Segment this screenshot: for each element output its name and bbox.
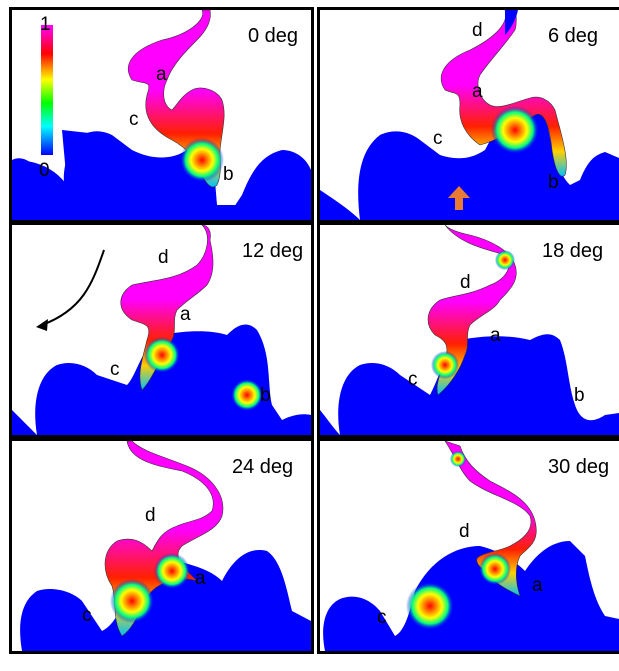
angle-label: 18 deg (542, 240, 603, 262)
label-c: c (82, 605, 92, 626)
label-a: a (532, 575, 543, 596)
colorbar (41, 25, 53, 155)
gear-body (323, 541, 619, 651)
label-b: b (574, 385, 585, 406)
stress-hotspot-c (406, 582, 454, 630)
stress-hotspot-a (479, 553, 511, 585)
panel-12deg-graphic: 12 deg d a c b (12, 225, 311, 435)
label-d: d (158, 247, 169, 268)
label-a: a (156, 64, 167, 85)
panel-30deg: 30 deg d a c (317, 438, 619, 654)
angle-label: 30 deg (548, 456, 609, 478)
panel-18deg-graphic: 18 deg d a c b (320, 225, 619, 435)
colorbar-max-label: 1 (40, 14, 51, 35)
label-c: c (110, 359, 120, 380)
panel-24deg: 24 deg d a c (9, 438, 314, 654)
label-d: d (459, 521, 470, 542)
stress-hotspot-c (431, 351, 459, 379)
label-a: a (490, 325, 501, 346)
label-a: a (472, 81, 483, 102)
gear-body (320, 100, 619, 220)
stress-hotspot-c (144, 337, 180, 373)
angle-label: 6 deg (548, 25, 598, 47)
part-d-edge (505, 10, 518, 35)
label-c: c (433, 128, 443, 149)
up-arrow (448, 186, 470, 210)
label-d: d (472, 20, 483, 41)
panel-6deg: 6 deg d a c b (317, 7, 619, 223)
label-d: d (460, 272, 471, 293)
part-a (440, 10, 567, 177)
panel-0deg: 1 0 0 deg a c b (9, 7, 314, 223)
angle-label: 24 deg (232, 456, 293, 478)
panel-30deg-graphic: 30 deg d a c (323, 441, 619, 651)
gear-body (20, 550, 311, 651)
stress-hotspot-a (154, 553, 190, 589)
stress-hotspot-c (110, 579, 154, 623)
label-b: b (548, 172, 559, 193)
panel-0deg-graphic: 1 0 0 deg a c b (12, 10, 311, 220)
stress-hotspot-d (450, 451, 466, 467)
angle-label: 0 deg (248, 25, 298, 47)
stress-hotspot (491, 106, 539, 154)
panel-24deg-graphic: 24 deg d a c (20, 441, 311, 651)
label-a: a (180, 304, 191, 325)
label-c: c (377, 607, 387, 628)
label-d: d (145, 505, 156, 526)
panel-6deg-graphic: 6 deg d a c b (320, 10, 619, 220)
label-b: b (260, 385, 271, 406)
gear-body (12, 324, 311, 435)
stress-hotspot (180, 138, 224, 182)
label-b: b (223, 164, 234, 185)
gear-body (320, 334, 619, 435)
label-c: c (129, 109, 139, 130)
panel-12deg: 12 deg d a c b (9, 222, 314, 438)
stress-hotspot-d (495, 250, 515, 270)
label-c: c (408, 369, 418, 390)
part-a (120, 225, 214, 391)
rotation-arrow (41, 249, 105, 326)
label-a: a (195, 568, 206, 589)
panel-18deg: 18 deg d a c b (317, 222, 619, 438)
stress-hotspot-b (231, 379, 263, 411)
colorbar-min-label: 0 (39, 160, 50, 181)
rotation-arrowhead (36, 319, 48, 331)
angle-label: 12 deg (242, 240, 303, 262)
